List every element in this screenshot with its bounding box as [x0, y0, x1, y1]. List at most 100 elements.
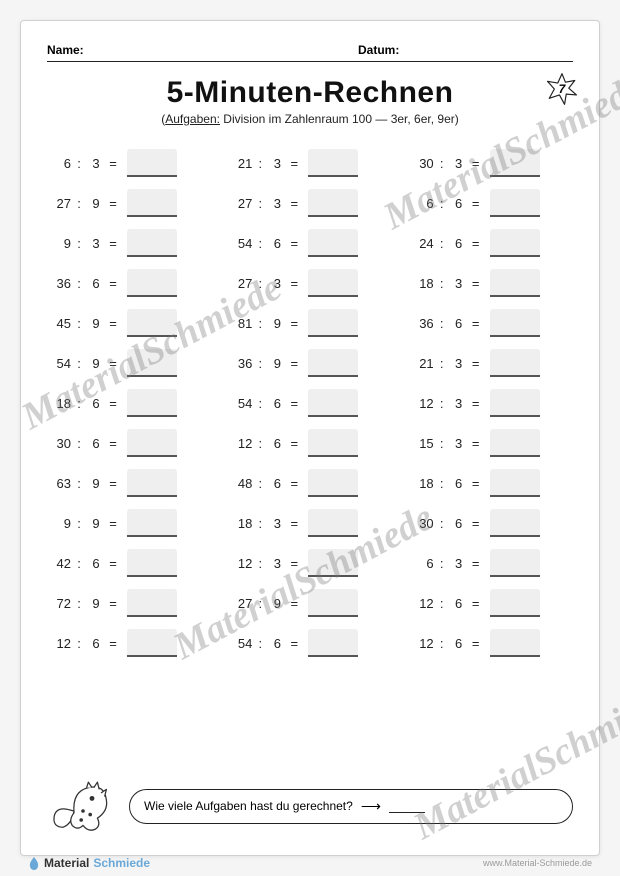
problem-row: 81:9=: [228, 306, 391, 340]
problem-row: 63:9=: [47, 466, 210, 500]
answer-field[interactable]: [490, 589, 540, 617]
operand-a: 54: [228, 396, 252, 411]
answer-field[interactable]: [308, 389, 358, 417]
problem-row: 27:9=: [47, 186, 210, 220]
footer: Wie viele Aufgaben hast du gerechnet? ⟶: [47, 775, 573, 837]
problem-row: 6:6=: [410, 186, 573, 220]
equals: =: [105, 596, 121, 611]
operand-a: 27: [228, 596, 252, 611]
equals: =: [105, 436, 121, 451]
answer-field[interactable]: [127, 509, 177, 537]
answer-field[interactable]: [127, 389, 177, 417]
count-field[interactable]: [389, 799, 425, 813]
equals: =: [286, 156, 302, 171]
equals: =: [468, 356, 484, 371]
answer-field[interactable]: [308, 589, 358, 617]
operand-a: 36: [47, 276, 71, 291]
answer-field[interactable]: [127, 189, 177, 217]
operator: :: [71, 396, 87, 411]
answer-field[interactable]: [308, 269, 358, 297]
operand-b: 6: [450, 236, 468, 251]
equals: =: [105, 556, 121, 571]
operator: :: [71, 476, 87, 491]
answer-field[interactable]: [127, 469, 177, 497]
equals: =: [468, 476, 484, 491]
answer-field[interactable]: [127, 309, 177, 337]
operator: :: [434, 196, 450, 211]
operator: :: [434, 516, 450, 531]
operand-b: 9: [87, 196, 105, 211]
answer-field[interactable]: [490, 189, 540, 217]
equals: =: [105, 476, 121, 491]
answer-field[interactable]: [490, 229, 540, 257]
equals: =: [105, 516, 121, 531]
operator: :: [252, 356, 268, 371]
operand-b: 6: [268, 236, 286, 251]
operator: :: [252, 316, 268, 331]
header-row: Name: Datum:: [47, 43, 573, 62]
problem-row: 42:6=: [47, 546, 210, 580]
answer-field[interactable]: [308, 229, 358, 257]
operand-a: 18: [410, 276, 434, 291]
answer-field[interactable]: [308, 349, 358, 377]
problem-row: 9:3=: [47, 226, 210, 260]
problem-row: 30:6=: [47, 426, 210, 460]
answer-field[interactable]: [490, 549, 540, 577]
problem-row: 18:6=: [47, 386, 210, 420]
answer-field[interactable]: [490, 389, 540, 417]
equals: =: [286, 636, 302, 651]
answer-field[interactable]: [308, 429, 358, 457]
answer-field[interactable]: [308, 309, 358, 337]
answer-field[interactable]: [308, 549, 358, 577]
answer-field[interactable]: [490, 469, 540, 497]
answer-field[interactable]: [308, 509, 358, 537]
equals: =: [468, 636, 484, 651]
answer-field[interactable]: [127, 149, 177, 177]
answer-field[interactable]: [490, 349, 540, 377]
operand-b: 6: [87, 396, 105, 411]
answer-field[interactable]: [490, 629, 540, 657]
answer-field[interactable]: [127, 429, 177, 457]
operand-b: 6: [268, 636, 286, 651]
problem-row: 27:3=: [228, 266, 391, 300]
answer-field[interactable]: [127, 629, 177, 657]
answer-field[interactable]: [308, 469, 358, 497]
problem-row: 12:6=: [410, 626, 573, 660]
answer-field[interactable]: [308, 149, 358, 177]
answer-field[interactable]: [490, 509, 540, 537]
equals: =: [468, 276, 484, 291]
answer-field[interactable]: [490, 149, 540, 177]
answer-field[interactable]: [127, 349, 177, 377]
operator: :: [71, 316, 87, 331]
answer-field[interactable]: [490, 309, 540, 337]
operand-b: 3: [268, 556, 286, 571]
answer-field[interactable]: [490, 429, 540, 457]
equals: =: [286, 556, 302, 571]
answer-field[interactable]: [127, 229, 177, 257]
operator: :: [71, 276, 87, 291]
date-field[interactable]: [405, 43, 573, 57]
operand-a: 45: [47, 316, 71, 331]
operator: :: [252, 276, 268, 291]
answer-field[interactable]: [308, 189, 358, 217]
operator: :: [434, 396, 450, 411]
answer-field[interactable]: [490, 269, 540, 297]
operand-b: 6: [87, 556, 105, 571]
operand-b: 3: [450, 156, 468, 171]
page-number: 7: [545, 72, 579, 106]
operator: :: [434, 556, 450, 571]
page-number-star: 7: [545, 72, 579, 106]
answer-field[interactable]: [127, 589, 177, 617]
equals: =: [286, 516, 302, 531]
equals: =: [286, 196, 302, 211]
answer-field[interactable]: [127, 549, 177, 577]
brand-accent: Schmiede: [93, 856, 150, 870]
operand-b: 6: [87, 276, 105, 291]
name-field[interactable]: [90, 43, 348, 57]
equals: =: [468, 516, 484, 531]
operand-a: 12: [410, 636, 434, 651]
answer-field[interactable]: [127, 269, 177, 297]
answer-field[interactable]: [308, 629, 358, 657]
equals: =: [468, 556, 484, 571]
problem-row: 15:3=: [410, 426, 573, 460]
